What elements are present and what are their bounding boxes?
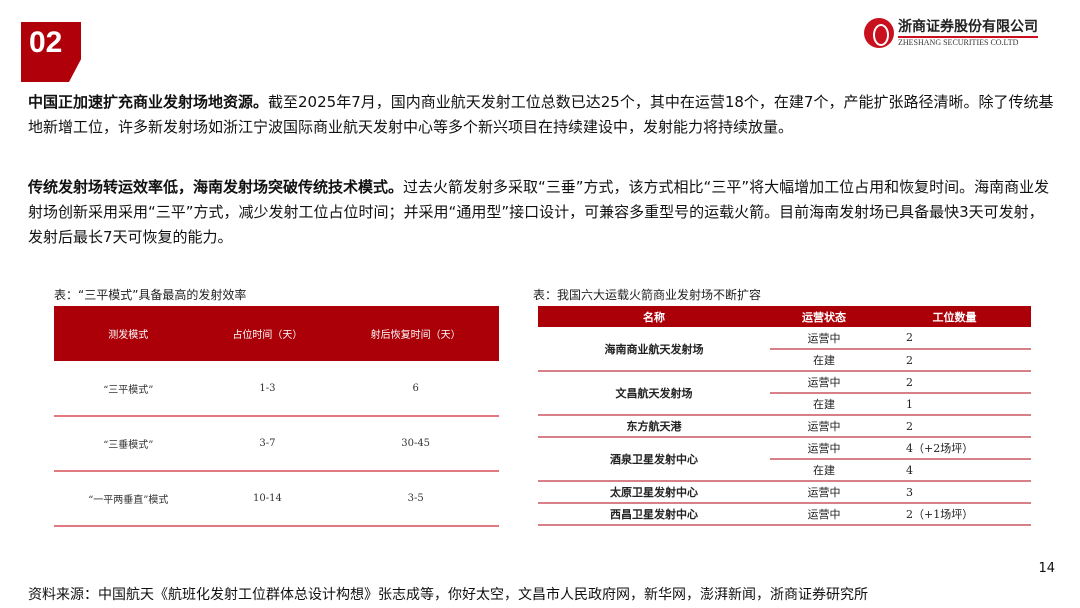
status-cell: 在建 [770,393,878,416]
count-cell: 2 [878,327,1031,350]
table-row: 在建 2 [538,349,1031,372]
logo-icon [864,18,894,48]
table-cell: 10-14 [202,471,333,527]
table-row: “三垂模式” 3-7 30-45 [54,416,499,472]
table-cell: 30-45 [332,416,499,472]
table-cell: 3-7 [202,416,333,472]
site-name: 文昌航天发射场 [538,371,770,416]
status-cell: 在建 [770,459,878,482]
column-header: 射后恢复时间（天） [332,306,499,361]
table-cell: 6 [332,361,499,417]
status-cell: 运营中 [770,327,878,350]
count-cell: 4（+2场坪） [878,437,1031,460]
para2-lead: 传统发射场转运效率低，海南发射场突破传统技术模式。 [28,178,404,196]
site-name: 太原卫星发射中心 [538,481,770,504]
table-cell: “一平两垂直”模式 [54,471,203,527]
count-cell: 2 [878,371,1031,394]
table-row: “三平模式” 1-3 6 [54,361,499,417]
para1-lead: 中国正加速扩充商业发射场地资源。 [28,93,269,111]
table-header: 名称 运营状态 工位数量 [538,306,1031,327]
launch-mode-table: 测发模式 占位时间（天） 射后恢复时间（天） “三平模式” 1-3 6 “三垂模式” 3-7 3… [54,306,499,527]
column-header: 运营状态 [770,306,878,327]
para1-text: 截至2025年7月，国内商业航天发射工位总数已达25个，其中在运营18个，在建7… [28,93,1054,136]
status-cell: 运营中 [770,371,878,394]
site-name: 西昌卫星发射中心 [538,503,770,526]
count-cell: 4 [878,459,1031,482]
table1-caption: 表：“三平模式”具备最高的发射效率 [54,288,247,302]
column-header: 工位数量 [878,306,1031,327]
site-name: 海南商业航天发射场 [538,327,770,372]
table-cell: 1-3 [202,361,333,417]
status-cell: 运营中 [770,481,878,504]
paragraph-1: 中国正加速扩充商业发射场地资源。截至2025年7月，国内商业航天发射工位总数已达… [28,90,1058,140]
table-cell: “三垂模式” [54,416,203,472]
table-row: 在建 4 [538,459,1031,482]
para2-text: 过去火箭发射多采取“三垂”方式，该方式相比“三平”将大幅增加工位占用和恢复时间。… [28,178,1050,246]
table-row: 西昌卫星发射中心 运营中 2（+1场坪） [538,503,1031,526]
company-logo: 浙商证券股份有限公司 ZHESHANG SECURITIES CO.LTD [864,18,1038,48]
table-cell: “三平模式” [54,361,203,417]
table-row: “一平两垂直”模式 10-14 3-5 [54,471,499,527]
column-header: 占位时间（天） [202,306,333,361]
count-cell: 2（+1场坪） [878,503,1031,526]
site-name: 酒泉卫星发射中心 [538,437,770,482]
launch-site-table: 名称 运营状态 工位数量 海南商业航天发射场 运营中 2 在建 2 文昌航天发射场 运营中 2 在建 1… [538,306,1031,526]
column-header: 名称 [538,306,770,327]
page-number: 14 [1038,561,1055,576]
status-cell: 运营中 [770,415,878,438]
site-name: 东方航天港 [538,415,770,438]
table-header: 测发模式 占位时间（天） 射后恢复时间（天） [54,306,499,361]
status-cell: 在建 [770,349,878,372]
count-cell: 2 [878,415,1031,438]
count-cell: 3 [878,481,1031,504]
section-badge: 02 [21,22,81,82]
table-row: 太原卫星发射中心 运营中 3 [538,481,1031,504]
table-row: 文昌航天发射场 运营中 2 [538,371,1031,416]
table-row: 在建 1 [538,393,1031,416]
source-note: 资料来源：中国航天《航班化发射工位群体总设计构想》张志成等，你好太空，文昌市人民… [28,587,868,603]
column-header: 测发模式 [54,306,203,361]
count-cell: 1 [878,393,1031,416]
table-row: 东方航天港 运营中 2 [538,415,1031,438]
table-row: 酒泉卫星发射中心 运营中 4（+2场坪） [538,437,1031,482]
table-row: 海南商业航天发射场 运营中 2 [538,327,1031,372]
status-cell: 运营中 [770,503,878,526]
count-cell: 2 [878,349,1031,372]
table-cell: 3-5 [332,471,499,527]
logo-cn: 浙商证券股份有限公司 [898,19,1038,38]
status-cell: 运营中 [770,437,878,460]
table2-caption: 表：我国六大运载火箭商业发射场不断扩容 [533,288,762,302]
logo-en: ZHESHANG SECURITIES CO.LTD [898,38,1019,47]
paragraph-2: 传统发射场转运效率低，海南发射场突破传统技术模式。过去火箭发射多采取“三垂”方式… [28,175,1058,250]
